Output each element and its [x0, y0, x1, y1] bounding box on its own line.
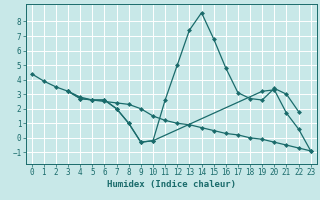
X-axis label: Humidex (Indice chaleur): Humidex (Indice chaleur): [107, 180, 236, 189]
